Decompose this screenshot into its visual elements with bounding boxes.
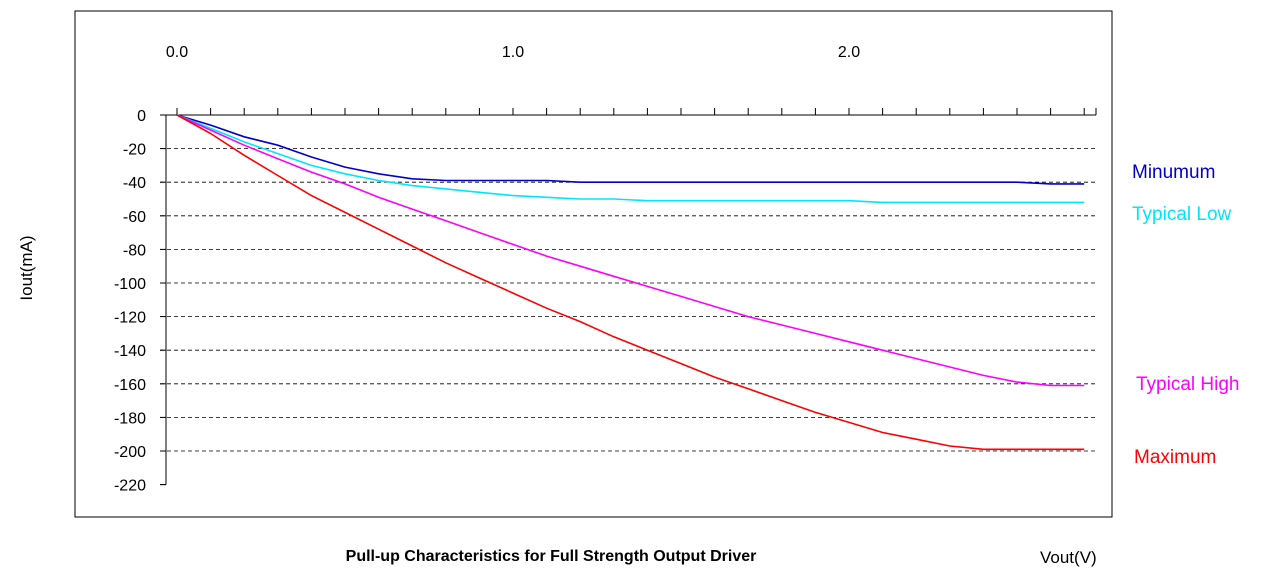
y-tick-label: -160 bbox=[114, 377, 146, 394]
chart-frame bbox=[74, 10, 1113, 518]
legend-label-minumum: Minumum bbox=[1132, 162, 1215, 183]
x-tick-label: 1.0 bbox=[502, 44, 524, 61]
grid-lines bbox=[160, 148, 1096, 452]
legend-label-typical-low: Typical Low bbox=[1132, 204, 1232, 225]
series-line-typical-high bbox=[176, 114, 1085, 387]
x-axis-title: Vout(V) bbox=[1040, 548, 1097, 567]
y-tick-label: -60 bbox=[123, 209, 146, 226]
y-tick-label: -140 bbox=[114, 343, 146, 360]
y-tick-label: -220 bbox=[114, 478, 146, 495]
y-tick-labels: 0 -20 -40 -60 -80 -100 -120 -140 -160 -180 -200 -22… bbox=[114, 108, 146, 495]
series-line-minumum bbox=[176, 114, 1085, 185]
y-tick-label: 0 bbox=[137, 108, 146, 125]
chart-title: Pull-up Characteristics for Full Strengt… bbox=[346, 548, 757, 565]
y-tick-label: -100 bbox=[114, 276, 146, 293]
series-lines bbox=[176, 114, 1085, 451]
x-tick-labels: 0.0 1.0 2.0 bbox=[166, 44, 860, 61]
y-tick-label: -180 bbox=[114, 410, 146, 427]
axes bbox=[160, 108, 1097, 486]
legend-label-maximum: Maximum bbox=[1134, 447, 1216, 468]
y-tick-label: -200 bbox=[114, 444, 146, 461]
y-tick-label: -80 bbox=[123, 242, 146, 259]
series-line-typical-low bbox=[176, 114, 1085, 204]
y-tick-label: -40 bbox=[123, 175, 146, 192]
y-tick-label: -120 bbox=[114, 310, 146, 327]
x-tick-label: 2.0 bbox=[838, 44, 860, 61]
x-tick-label: 0.0 bbox=[166, 44, 188, 61]
y-axis-title: Iout(mA) bbox=[17, 235, 36, 300]
series-line-maximum bbox=[176, 114, 1085, 451]
legend-label-typical-high: Typical High bbox=[1136, 374, 1240, 395]
legend: Minumum Typical Low Typical High Maximum bbox=[1132, 162, 1240, 468]
y-tick-label: -20 bbox=[123, 142, 146, 159]
